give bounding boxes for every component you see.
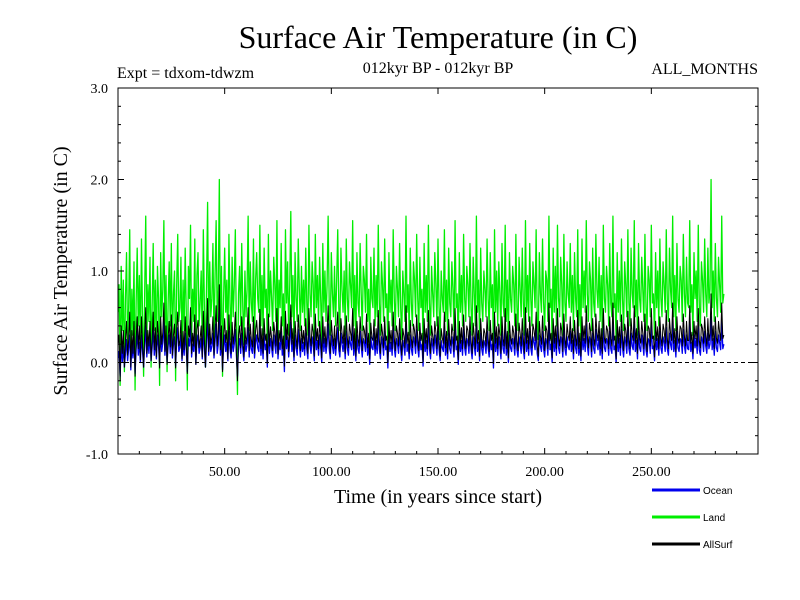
x-tick-label: 200.00 [525,465,564,480]
y-tick-label: 3.0 [91,82,109,97]
x-tick-label: 50.00 [209,465,241,480]
legend-label-ocean: Ocean [703,486,732,497]
x-tick-label: 250.00 [632,465,671,480]
axis-ticks: 50.00 100.00 150.00 200.00 250.00 -1.0 0.0 1.0 2… [86,82,758,480]
chart-subtitle-period: 012kyr BP - 012kyr BP [363,60,514,77]
legend-label-land: Land [703,513,725,524]
series-layer [118,178,725,396]
x-tick-label: 100.00 [312,465,351,480]
x-axis-label: Time (in years since start) [334,486,542,508]
y-tick-label: 0.0 [91,357,109,372]
legend-label-allsurf: AllSurf [703,540,733,551]
series-line-allsurf [118,284,725,382]
x-tick-label: 150.00 [419,465,458,480]
legend: Ocean Land AllSurf [652,486,733,551]
y-tick-label: 2.0 [91,174,109,189]
y-axis-label: Surface Air Temperature (in C) [50,146,72,395]
chart-subtitle-experiment: Expt = tdxom-tdwzm [117,65,255,82]
chart-title: Surface Air Temperature (in C) [239,19,638,55]
y-tick-label: -1.0 [86,448,108,463]
chart-subtitle-months: ALL_MONTHS [651,61,758,78]
series-line-land [118,178,725,396]
y-tick-label: 1.0 [91,265,109,280]
